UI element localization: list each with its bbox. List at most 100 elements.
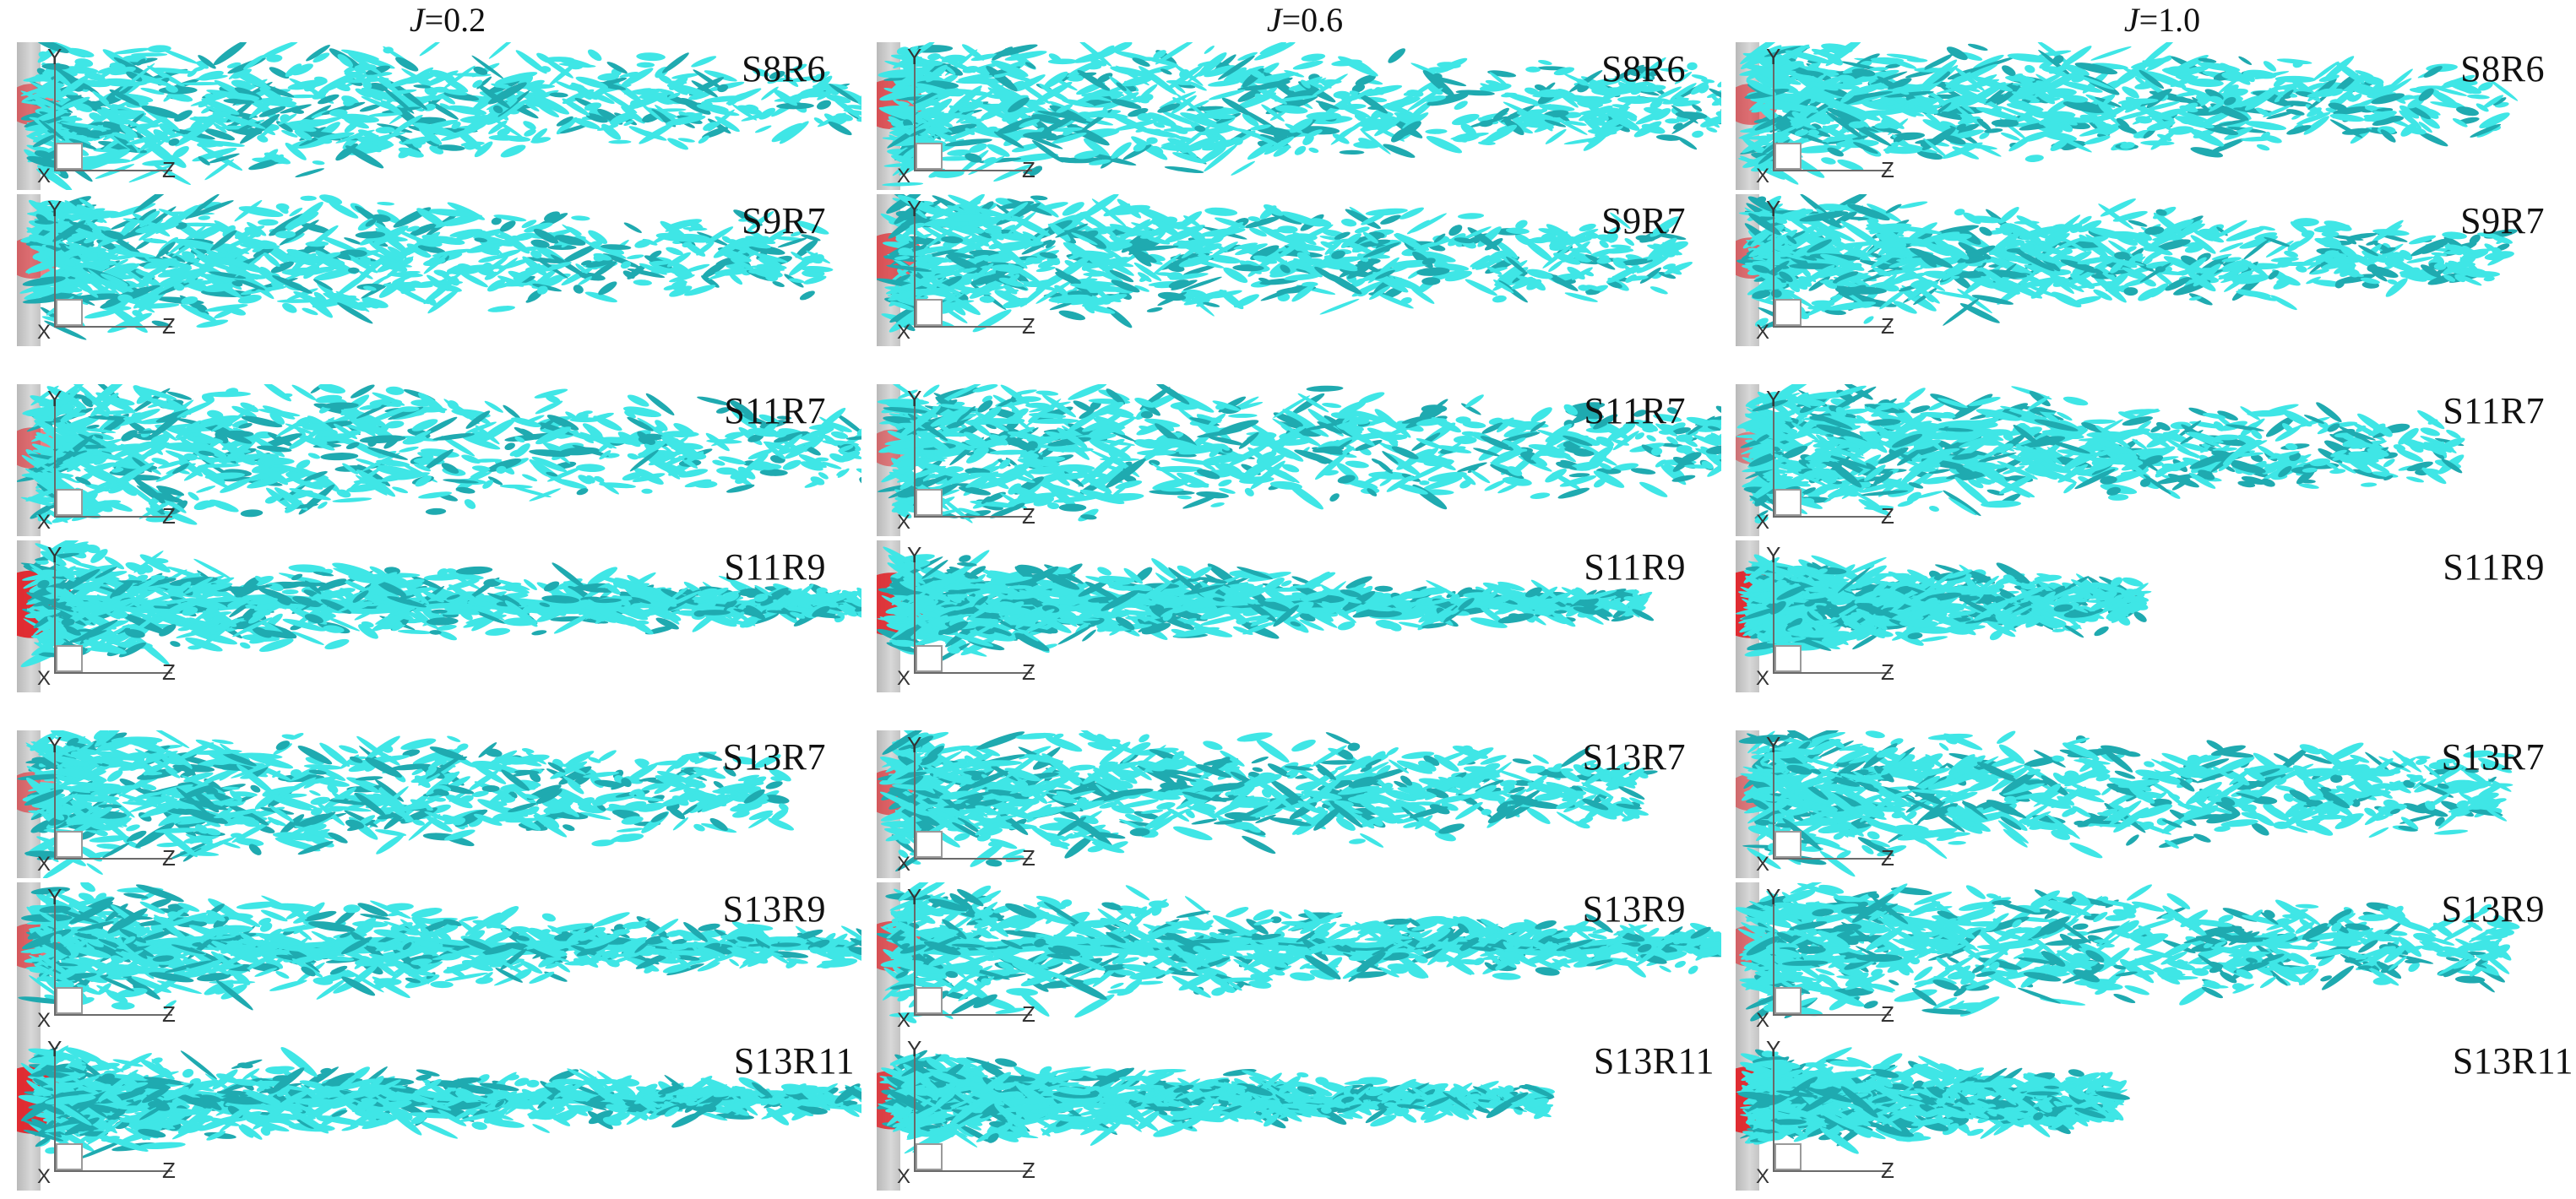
- vortex-filament: [399, 446, 419, 453]
- vortex-filament: [678, 469, 709, 478]
- vortex-filament: [236, 73, 271, 90]
- vortex-filament: [155, 486, 185, 496]
- vortex-filament: [2144, 226, 2165, 236]
- vortex-filament: [1524, 87, 1539, 95]
- vortex-filament: [1162, 111, 1198, 126]
- vortex-filament: [35, 214, 49, 224]
- vortex-filament: [655, 420, 668, 431]
- vortex-filament: [213, 120, 227, 127]
- vortex-filament: [598, 437, 637, 444]
- vortex-filament: [2399, 105, 2420, 119]
- vortex-filament: [2009, 83, 2052, 100]
- vortex-filament: [895, 112, 912, 117]
- vortex-filament: [667, 138, 689, 150]
- vortex-filament: [354, 68, 367, 74]
- vortex-filament: [1019, 280, 1052, 307]
- vortex-filament: [279, 122, 317, 133]
- vortex-filament: [302, 307, 318, 316]
- vortex-filament: [136, 58, 146, 66]
- vortex-filament: [525, 296, 536, 303]
- vortex-filament: [418, 491, 453, 499]
- vortex-filament: [759, 469, 788, 476]
- vortex-filament: [891, 66, 928, 90]
- vortex-filament: [84, 468, 125, 487]
- vortex-filament: [1635, 235, 1655, 242]
- vortex-filament: [1748, 213, 1781, 236]
- vortex-filament: [1655, 134, 1682, 141]
- vortex-filament: [937, 133, 957, 142]
- vortex-filament: [335, 129, 375, 144]
- vortex-filament: [1326, 238, 1353, 245]
- vortex-filament: [585, 259, 613, 268]
- vortex-filament: [186, 417, 233, 431]
- vortex-filament: [62, 456, 84, 464]
- vortex-filament: [2207, 224, 2225, 234]
- vortex-filament: [2285, 109, 2305, 116]
- vortex-filament: [640, 103, 664, 122]
- vortex-filament: [2074, 74, 2115, 90]
- vortex-filament: [524, 100, 550, 108]
- vortex-filament: [1368, 285, 1391, 300]
- vortex-filament: [469, 120, 488, 131]
- y-axis-line: [1773, 57, 1774, 171]
- vortex-filament: [1146, 307, 1163, 312]
- vortex-filament: [318, 71, 361, 94]
- vortex-filament: [427, 209, 472, 217]
- vortex-filament: [1395, 232, 1427, 252]
- vortex-filament: [991, 264, 1024, 273]
- y-axis-label: Y: [47, 44, 62, 69]
- vortex-filament: [963, 267, 977, 274]
- vortex-filament: [1011, 215, 1051, 236]
- vortex-filament: [642, 433, 664, 441]
- vortex-filament: [2060, 81, 2103, 93]
- vortex-filament: [485, 256, 508, 274]
- vortex-filament: [1291, 285, 1315, 302]
- vortex-filament: [705, 432, 730, 452]
- vortex-filament: [1752, 290, 1771, 299]
- vortex-filament: [1023, 132, 1057, 139]
- vortex-filament: [196, 486, 216, 493]
- vortex-filament: [367, 406, 409, 423]
- vortex-filament: [1311, 73, 1348, 98]
- vortex-filament: [215, 431, 229, 444]
- vortex-filament: [636, 52, 666, 62]
- vortex-filament: [255, 449, 275, 467]
- vortex-filament: [1575, 79, 1589, 86]
- vortex-filament: [2184, 244, 2204, 253]
- vortex-filament: [291, 384, 317, 401]
- vortex-filament: [1410, 287, 1435, 304]
- vortex-filament: [163, 442, 211, 450]
- vortex-filament: [1288, 239, 1311, 255]
- vortex-filament: [629, 449, 659, 472]
- vortex-filament: [2000, 132, 2020, 141]
- vortex-filament: [1011, 143, 1041, 153]
- vortex-filament: [2142, 60, 2155, 65]
- vortex-filament: [277, 203, 289, 214]
- column-title-j10: J=1.0: [2123, 1, 2201, 39]
- vortex-filament: [1554, 111, 1570, 122]
- vortex-filament: [987, 87, 1019, 108]
- vortex-filament: [1244, 216, 1280, 229]
- vortex-filament: [208, 247, 253, 268]
- vortex-filament: [2171, 110, 2209, 122]
- vortex-filament: [406, 225, 420, 232]
- vortex-filament: [142, 160, 177, 166]
- vortex-filament: [79, 260, 117, 267]
- vortex-filament: [172, 146, 189, 159]
- vortex-filament: [1923, 138, 1948, 159]
- vortex-filament: [329, 109, 348, 117]
- vortex-filament: [486, 458, 522, 472]
- vortex-filament: [927, 53, 941, 61]
- vortex-filament: [622, 471, 644, 481]
- vortex-filament: [1365, 208, 1408, 216]
- vortex-filament: [1674, 71, 1693, 84]
- vortex-filament: [769, 70, 785, 79]
- vortex-filament: [1918, 59, 1958, 91]
- vortex-filament: [913, 83, 958, 97]
- vortex-filament: [2221, 72, 2241, 80]
- vortex-filament: [1253, 134, 1281, 147]
- vortex-filament: [530, 137, 552, 144]
- vortex-filament: [2151, 108, 2184, 121]
- vortex-filament: [2432, 86, 2468, 96]
- vortex-filament: [1952, 72, 1971, 87]
